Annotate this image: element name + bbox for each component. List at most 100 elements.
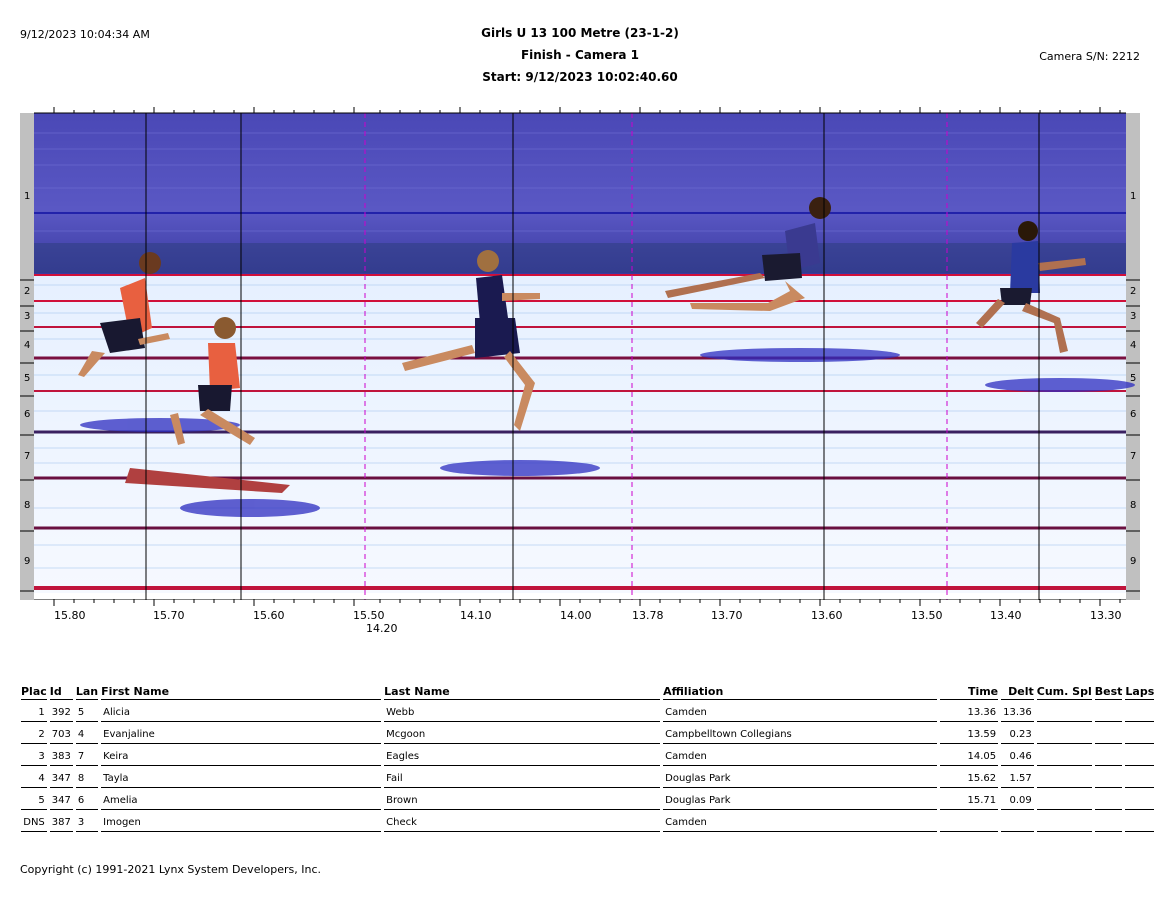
- time-tick-label-secondary: 14.20: [366, 622, 398, 635]
- cell-delta: 1.57: [1001, 766, 1034, 788]
- time-tick-label: 15.50: [353, 609, 385, 622]
- results-header-row: Plac Id Lan First Name Last Name Affilia…: [21, 683, 1155, 700]
- time-hairlines: [145, 113, 1040, 600]
- cell-id: 383: [49, 744, 73, 766]
- cell-delta: 0.09: [1001, 788, 1034, 810]
- col-header: Lan: [75, 685, 99, 700]
- cell-first-name: Keira: [101, 744, 382, 766]
- cell-last-name: Fail: [384, 766, 661, 788]
- right-lane-bar: [1126, 113, 1140, 600]
- cell-last-name: Check: [384, 810, 661, 832]
- cell-last-name: Mcgoon: [384, 722, 661, 744]
- cell-time: 15.62: [940, 766, 999, 788]
- photo-finish-image[interactable]: 1 2 3 4 5 6 7 8 9 1 2 3 4 5 6 7 8 9: [20, 113, 1140, 600]
- col-header: Affiliation: [663, 683, 938, 700]
- lane-label-left: 6: [24, 409, 31, 420]
- col-header: First Name: [101, 683, 382, 700]
- cell-lane: 4: [75, 722, 99, 744]
- lane-label-left: 1: [24, 191, 31, 202]
- lane-label-right: 5: [1130, 373, 1137, 384]
- cell-place: DNS: [21, 810, 47, 832]
- cell-lane: 6: [75, 788, 99, 810]
- cell-cum-split: [1036, 766, 1092, 788]
- cell-first-name: Alicia: [101, 700, 382, 722]
- timestamp: 9/12/2023 10:04:34 AM: [20, 28, 150, 41]
- cell-last-name: Brown: [384, 788, 661, 810]
- cell-place: 4: [21, 766, 47, 788]
- col-header: Id: [49, 683, 73, 700]
- cell-time: 13.59: [940, 722, 999, 744]
- cell-laps: [1125, 700, 1155, 722]
- cell-cum-split: [1036, 722, 1092, 744]
- camera-view-title: Finish - Camera 1: [520, 48, 640, 62]
- runner-shadows: [80, 348, 1135, 517]
- time-tick-label: 14.10: [460, 609, 492, 622]
- lane-label-right: 3: [1130, 311, 1137, 322]
- col-header: Cum. Spl: [1036, 685, 1092, 700]
- cell-id: 347: [49, 766, 73, 788]
- left-lane-bar: [20, 113, 34, 600]
- table-row: 3 383 7 Keira Eagles Camden 14.05 0.46: [21, 744, 1155, 766]
- event-title: Girls U 13 100 Metre (23-1-2): [481, 26, 679, 40]
- cell-lane: 5: [75, 700, 99, 722]
- time-tick-label: 14.00: [560, 609, 592, 622]
- cell-affiliation: Campbelltown Collegians: [663, 722, 938, 744]
- cell-cum-split: [1036, 810, 1092, 832]
- lane-label-left: 7: [24, 451, 31, 462]
- cell-first-name: Amelia: [101, 788, 382, 810]
- results-table: Plac Id Lan First Name Last Name Affilia…: [18, 683, 1157, 832]
- section-markers: [364, 113, 948, 600]
- table-row: DNS 387 3 Imogen Check Camden: [21, 810, 1155, 832]
- col-header: Best: [1094, 685, 1123, 700]
- cell-place: 2: [21, 722, 47, 744]
- cell-first-name: Evanjaline: [101, 722, 382, 744]
- cell-affiliation: Camden: [663, 810, 938, 832]
- cell-first-name: Imogen: [101, 810, 382, 832]
- cell-id: 387: [49, 810, 73, 832]
- time-tick-label: 15.70: [153, 609, 185, 622]
- cell-cum-split: [1036, 700, 1092, 722]
- cell-delta: [1001, 810, 1034, 832]
- time-tick-label: 13.50: [911, 609, 943, 622]
- cell-lane: 3: [75, 810, 99, 832]
- col-header: Delt: [1001, 683, 1034, 700]
- top-time-ruler: [34, 107, 1126, 114]
- lane-label-left: 2: [24, 286, 31, 297]
- bottom-time-ruler: [34, 599, 1126, 606]
- table-row: 5 347 6 Amelia Brown Douglas Park 15.71 …: [21, 788, 1155, 810]
- lane-label-left: 4: [24, 340, 31, 351]
- lane-label-right: 8: [1130, 500, 1137, 511]
- time-tick-label: 13.60: [811, 609, 843, 622]
- table-row: 4 347 8 Tayla Fail Douglas Park 15.62 1.…: [21, 766, 1155, 788]
- start-time: Start: 9/12/2023 10:02:40.60: [482, 70, 678, 84]
- lane-label-left: 5: [24, 373, 31, 384]
- time-tick-label: 15.60: [253, 609, 285, 622]
- table-row: 2 703 4 Evanjaline Mcgoon Campbelltown C…: [21, 722, 1155, 744]
- cell-time: 14.05: [940, 744, 999, 766]
- cell-best: [1094, 766, 1123, 788]
- cell-delta: 0.23: [1001, 722, 1034, 744]
- lane-label-left: 9: [24, 556, 31, 567]
- cell-cum-split: [1036, 744, 1092, 766]
- col-header: Time: [940, 683, 999, 700]
- cell-best: [1094, 744, 1123, 766]
- cell-affiliation: Douglas Park: [663, 788, 938, 810]
- cell-place: 5: [21, 788, 47, 810]
- cell-first-name: Tayla: [101, 766, 382, 788]
- table-row: 1 392 5 Alicia Webb Camden 13.36 13.36: [21, 700, 1155, 722]
- lane-label-right: 4: [1130, 340, 1137, 351]
- cell-lane: 8: [75, 766, 99, 788]
- cell-delta: 13.36: [1001, 700, 1034, 722]
- cell-place: 1: [21, 700, 47, 722]
- time-tick-label: 13.78: [632, 609, 664, 622]
- cell-time: 15.71: [940, 788, 999, 810]
- cell-affiliation: Camden: [663, 744, 938, 766]
- cell-affiliation: Camden: [663, 700, 938, 722]
- cell-affiliation: Douglas Park: [663, 766, 938, 788]
- cell-last-name: Eagles: [384, 744, 661, 766]
- camera-serial: Camera S/N: 2212: [1039, 50, 1140, 63]
- cell-laps: [1125, 722, 1155, 744]
- cell-laps: [1125, 744, 1155, 766]
- cell-best: [1094, 810, 1123, 832]
- lane-label-right: 6: [1130, 409, 1137, 420]
